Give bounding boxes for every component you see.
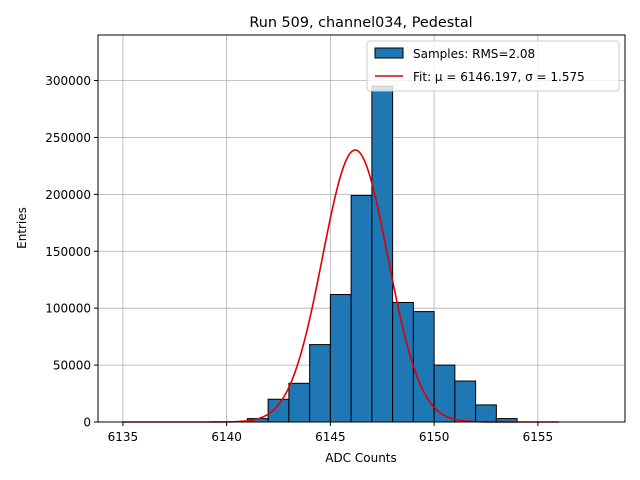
x-tick-label: 6140 <box>211 430 242 444</box>
chart-title: Run 509, channel034, Pedestal <box>249 15 472 31</box>
histogram-bar <box>371 85 394 423</box>
histogram-bar <box>350 194 373 423</box>
y-tick-label: 0 <box>83 416 91 430</box>
histogram-bars <box>246 85 518 423</box>
x-axis-label: ADC Counts <box>325 451 397 465</box>
histogram-bar <box>454 380 477 423</box>
y-tick-label: 200000 <box>45 188 91 202</box>
histogram-bar <box>475 404 497 423</box>
x-axis-ticks: 6135 6140 6145 6150 6155 <box>108 422 554 444</box>
histogram-bar <box>412 311 435 423</box>
y-tick-label: 250000 <box>45 131 91 145</box>
legend-box <box>366 40 620 92</box>
x-tick-label: 6150 <box>419 430 450 444</box>
y-tick-label: 150000 <box>45 245 91 259</box>
x-tick-label: 6135 <box>108 430 139 444</box>
y-axis-ticks: 0 50000 100000 150000 200000 250000 300000 <box>45 74 98 430</box>
histogram-bar <box>329 294 352 423</box>
y-tick-label: 100000 <box>45 302 91 316</box>
plot-frame <box>97 34 626 423</box>
x-tick-label: 6145 <box>315 430 346 444</box>
histogram-bar <box>267 398 290 423</box>
y-tick-label: 50000 <box>53 359 91 373</box>
y-axis-label: Entries <box>15 207 29 249</box>
legend-label-fit: Fit: μ = 6146.197, σ = 1.575 <box>413 70 585 84</box>
legend: Samples: RMS=2.08 Fit: μ = 6146.197, σ =… <box>366 40 620 92</box>
histogram-bar <box>433 364 456 423</box>
histogram-bar <box>392 301 414 423</box>
histogram-bar <box>309 344 331 423</box>
histogram-bar <box>288 382 311 423</box>
legend-label-samples: Samples: RMS=2.08 <box>413 47 535 61</box>
y-tick-label: 300000 <box>45 74 91 88</box>
legend-swatch-samples <box>374 47 404 59</box>
x-tick-label: 6155 <box>523 430 554 444</box>
